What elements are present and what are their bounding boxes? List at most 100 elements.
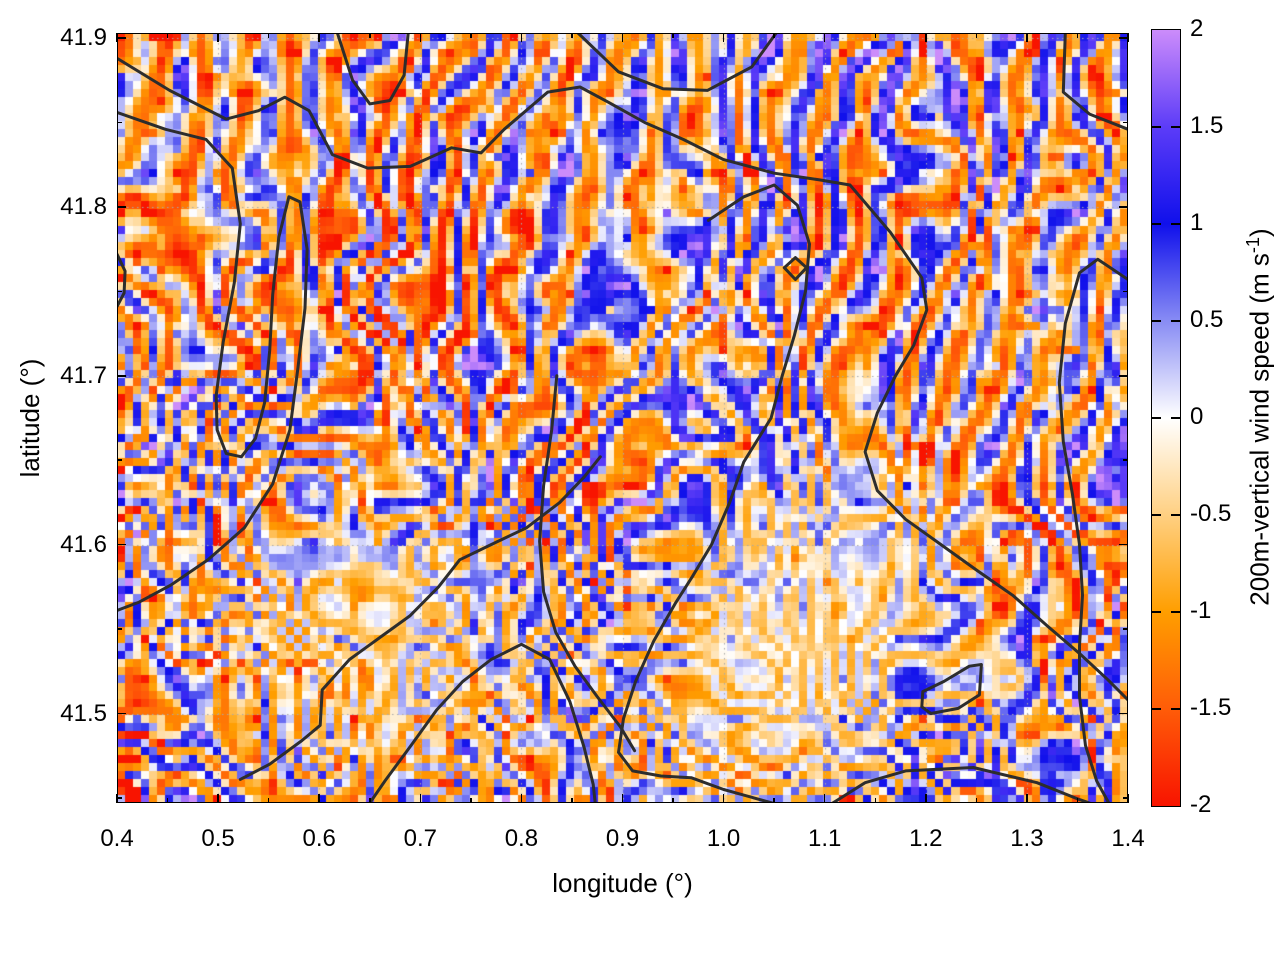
y-tick-label: 41.7 — [60, 361, 107, 389]
tick-mark — [1123, 797, 1128, 799]
colorbar-label-text: 200m-vertical wind speed (m s — [1244, 253, 1275, 606]
colorbar-tick — [1171, 126, 1180, 128]
tick-mark — [672, 33, 674, 38]
tick-mark — [1123, 121, 1128, 124]
tick-mark — [117, 797, 122, 799]
x-tick-label: 1.2 — [909, 825, 943, 852]
colorbar-tick — [1152, 320, 1161, 322]
x-tick-label: 1.4 — [1111, 825, 1145, 852]
tick-mark — [571, 798, 573, 803]
tick-mark — [1119, 375, 1128, 377]
y-tick-label: 41.6 — [60, 530, 107, 558]
x-tick-label: 0.7 — [403, 825, 437, 852]
y-tick-label: 41.9 — [60, 24, 107, 52]
x-tick-label: 0.8 — [504, 825, 539, 852]
tick-mark — [217, 794, 219, 803]
tick-mark — [318, 794, 320, 803]
colorbar-tick — [1152, 126, 1161, 128]
colorbar-tick — [1152, 223, 1161, 225]
tick-mark — [722, 794, 725, 803]
colorbar-tick-label: -2 — [1190, 791, 1212, 818]
tick-mark — [1026, 33, 1028, 42]
tick-mark — [166, 33, 169, 38]
tick-mark — [267, 33, 270, 38]
tick-mark — [419, 794, 422, 803]
x-tick-label: 1.1 — [808, 825, 842, 852]
colorbar-tick-label: 1.5 — [1190, 112, 1224, 139]
tick-mark — [672, 798, 674, 803]
colorbar-tick — [1152, 417, 1161, 419]
y-tick-label: 41.5 — [60, 699, 107, 727]
x-tick-label: 0.4 — [100, 825, 134, 852]
x-tick-label: 1.3 — [1010, 825, 1044, 852]
tick-mark — [1127, 33, 1129, 42]
tick-mark — [1127, 794, 1129, 803]
tick-mark — [166, 798, 169, 803]
x-tick-label: 0.5 — [201, 825, 235, 852]
x-tick-label: 0.9 — [605, 825, 640, 852]
colorbar-tick — [1152, 708, 1161, 710]
colorbar-tick — [1171, 320, 1180, 322]
tick-mark — [117, 543, 126, 546]
tick-mark — [117, 459, 122, 461]
tick-mark — [1076, 798, 1079, 803]
tick-mark — [975, 798, 978, 803]
tick-mark — [117, 290, 122, 293]
tick-mark — [117, 712, 126, 715]
tick-mark — [217, 33, 219, 42]
colorbar-label-superscript: -1 — [1243, 236, 1263, 254]
colorbar-tick-label: 0.5 — [1190, 306, 1224, 333]
colorbar-tick — [1171, 611, 1180, 613]
tick-mark — [823, 33, 826, 42]
tick-mark — [470, 798, 472, 803]
tick-mark — [1119, 712, 1128, 715]
colorbar-tick-label: 0 — [1190, 403, 1204, 430]
tick-mark — [1076, 33, 1079, 38]
y-tick-label: 41.8 — [60, 192, 107, 220]
tick-mark — [722, 33, 725, 42]
colorbar-tick — [1171, 708, 1180, 710]
colorbar-tick-label: 1 — [1190, 209, 1204, 236]
tick-mark — [925, 794, 927, 803]
tick-mark — [117, 37, 126, 39]
tick-mark — [470, 33, 472, 38]
tick-mark — [621, 794, 624, 803]
colorbar-tick-label: -0.5 — [1190, 500, 1232, 527]
tick-mark — [1123, 628, 1128, 630]
plot-area — [116, 33, 1129, 803]
colorbar-tick-label: -1 — [1190, 597, 1212, 624]
tick-mark — [1119, 37, 1128, 39]
colorbar-tick-label: -1.5 — [1190, 694, 1232, 721]
tick-mark — [369, 798, 371, 803]
tick-mark — [571, 33, 573, 38]
tick-mark — [773, 33, 775, 38]
x-tick-label: 0.6 — [302, 825, 336, 852]
tick-mark — [874, 798, 876, 803]
tick-mark — [874, 33, 876, 38]
tick-mark — [117, 206, 126, 208]
tick-mark — [419, 33, 422, 42]
tick-mark — [925, 33, 927, 42]
x-axis-label: longitude (°) — [552, 868, 693, 898]
tick-mark — [823, 794, 826, 803]
tick-mark — [117, 628, 122, 630]
heatmap-canvas — [117, 33, 1128, 803]
tick-mark — [773, 798, 775, 803]
tick-mark — [520, 794, 523, 803]
colorbar-tick — [1171, 223, 1180, 225]
tick-mark — [1026, 794, 1028, 803]
tick-mark — [117, 121, 122, 124]
colorbar-tick-label: 2 — [1190, 15, 1204, 42]
tick-mark — [117, 375, 126, 377]
tick-mark — [1123, 459, 1128, 461]
tick-mark — [267, 798, 270, 803]
tick-mark — [621, 33, 624, 42]
colorbar-label-suffix: ) — [1244, 228, 1275, 237]
tick-mark — [520, 33, 523, 42]
y-axis-label: latitude (°) — [15, 358, 45, 478]
tick-mark — [369, 33, 371, 38]
x-tick-label: 1.0 — [706, 825, 741, 852]
tick-mark — [975, 33, 978, 38]
colorbar-tick — [1171, 417, 1180, 419]
